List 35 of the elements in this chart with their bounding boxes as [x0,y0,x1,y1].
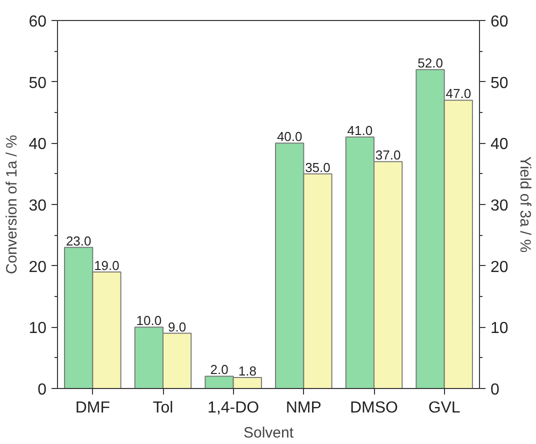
data-label: 1.8 [238,363,256,378]
y-tick-label: 50 [28,74,47,92]
y-tick-label: 20 [28,258,47,276]
y-tick-label: 0 [38,382,47,398]
data-label: 9.0 [168,319,186,334]
y2-axis-title: Yield of 3a / % [516,156,534,253]
y2-tick-label: 60 [490,14,508,30]
y2-tick-label: 30 [490,198,508,214]
x-tick-label: DMSO [350,400,398,416]
x-tick-label: 1,4-DO [208,400,260,416]
data-label: 37.0 [375,148,401,163]
data-label: 2.0 [210,362,228,378]
data-label: 10.0 [136,313,162,328]
y-tick-label: 10 [28,320,47,338]
x-tick-label: NMP [286,400,322,416]
y2-tick-label: 40 [490,136,508,154]
x-axis-title: Solvent [243,424,294,442]
y2-tick-label: 0 [490,382,500,398]
data-label: 40.0 [276,129,302,144]
data-label: 52.0 [418,56,443,71]
y-tick-label: 40 [28,136,47,154]
data-label: 47.0 [446,86,472,102]
y-tick-label: 30 [28,198,47,214]
data-label: 35.0 [305,160,330,175]
x-tick-label: DMF [75,400,110,416]
y2-tick-label: 10 [490,320,508,338]
data-label: 41.0 [347,123,373,138]
y2-tick-label: 20 [490,258,508,276]
y-axis-title: Conversion of 1a / % [4,134,21,274]
x-tick-label: GVL [428,400,460,416]
data-label: 19.0 [94,258,120,273]
x-tick-label: Tol [152,400,174,416]
data-label: 23.0 [66,233,92,248]
y-tick-label: 60 [28,14,47,30]
y2-tick-label: 50 [490,74,508,92]
